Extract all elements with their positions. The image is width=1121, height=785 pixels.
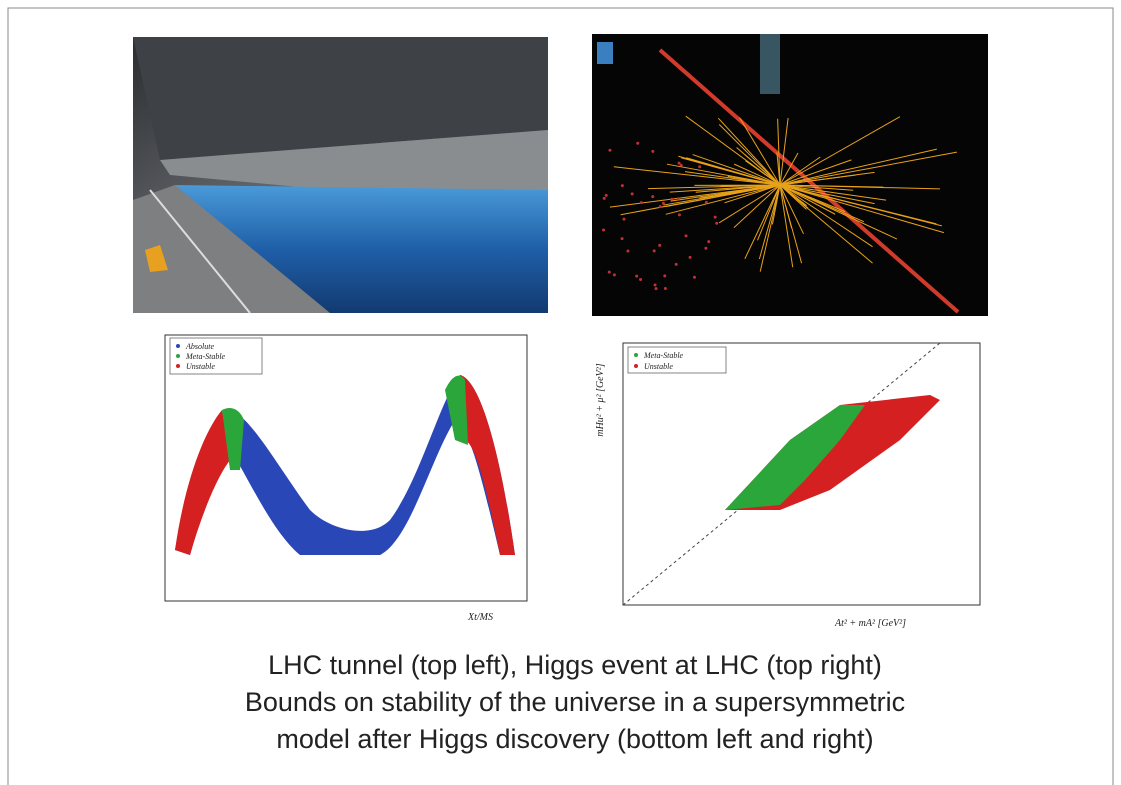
stability-plot-left: Absolute Meta-Stable Unstable Xt/MS [165,335,527,623]
calorimeter-hit [685,234,688,237]
calorimeter-hit [621,184,624,187]
calorimeter-hit [608,149,611,152]
calorimeter-hit [651,195,654,198]
calorimeter-hit [707,240,710,243]
calorimeter-hit [704,247,707,250]
calorimeter-hit [670,198,673,201]
calorimeter-hit [651,150,654,153]
legend-label: Absolute [185,342,214,351]
x-axis-label: Xt/MS [467,612,493,623]
calorimeter-hit [658,244,661,247]
calorimeter-hit [655,287,658,290]
calorimeter-hit [698,165,701,168]
calorimeter-hit [675,263,678,266]
calorimeter-hit [664,287,667,290]
calorimeter-hit [639,278,642,281]
calorimeter-hit [626,249,629,252]
calorimeter-hit [678,162,681,165]
calorimeter-hit [693,276,696,279]
caption-line: model after Higgs discovery (bottom left… [276,724,873,754]
calorimeter-hit [636,142,639,145]
calorimeter-hit [678,213,681,216]
calorimeter-hit [659,205,662,208]
calorimeter-hit [640,201,643,204]
calorimeter-hit [631,192,634,195]
calorimeter-hit [613,273,616,276]
legend-label: Meta-Stable [185,352,226,361]
slide: Absolute Meta-Stable Unstable Xt/MS Meta… [0,0,1121,785]
calorimeter-hit [621,237,624,240]
calorimeter-hit [653,249,656,252]
calorimeter-hit [714,216,717,219]
legend-label: Unstable [644,362,673,371]
calorimeter-hit [689,256,692,259]
tunnel-photo [133,37,548,313]
calorimeter-hit [680,164,683,167]
calorimeter-hit [662,202,665,205]
calorimeter-hit [705,201,708,204]
calorimeter-hit [654,284,657,287]
calorimeter-hit [635,275,638,278]
x-axis-label: At² + mA² [GeV²] [834,618,906,629]
higgs-event-image [592,34,988,316]
calorimeter-hit [663,274,666,277]
calorimeter-hit [603,197,606,200]
legend-label: Unstable [186,362,215,371]
caption-line: LHC tunnel (top left), Higgs event at LH… [268,650,882,680]
y-axis-label: mHu² + μ² [GeV²] [595,363,606,436]
calorimeter-hit [602,229,605,232]
calorimeter-hit [715,222,718,225]
stability-plot-right: Meta-Stable Unstable At² + mA² [GeV²] mH… [595,343,980,629]
calorimeter-hit [605,194,608,197]
calorimeter-hit [677,197,680,200]
calorimeter-hit [623,218,626,221]
calorimeter-hit [608,271,611,274]
legend-label: Meta-Stable [643,351,684,360]
caption-line: Bounds on stability of the universe in a… [245,687,905,717]
